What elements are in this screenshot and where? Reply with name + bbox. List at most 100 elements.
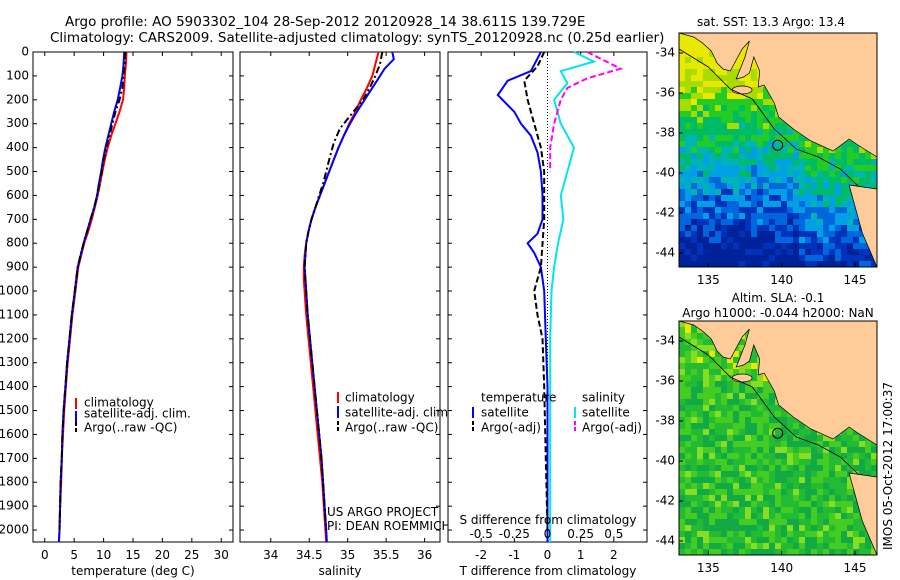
map-cell <box>691 189 697 195</box>
map-cell <box>739 237 745 243</box>
map-cell <box>805 171 811 177</box>
map-cell <box>757 99 763 105</box>
map-cell <box>697 57 703 63</box>
map-cell <box>859 519 865 525</box>
map-cell <box>781 453 787 459</box>
map-cell <box>823 177 829 183</box>
map-cell <box>781 417 787 423</box>
map-cell <box>685 519 691 525</box>
map-cell <box>811 507 817 513</box>
map-cell <box>679 159 685 165</box>
map-cell <box>757 447 763 453</box>
map-cell <box>697 423 703 429</box>
map-cell <box>769 465 775 471</box>
map-cell <box>865 537 871 543</box>
map-cell <box>793 501 799 507</box>
map-cell <box>733 483 739 489</box>
map-cell <box>751 69 757 75</box>
map-cell <box>685 129 691 135</box>
map-cell <box>775 243 781 249</box>
map-cell <box>703 123 709 129</box>
map-cell <box>787 219 793 225</box>
map-cell <box>691 477 697 483</box>
legend-title-salinity: salinity <box>582 391 625 405</box>
map-cell <box>703 159 709 165</box>
map-cell <box>859 465 865 471</box>
map-cell <box>823 207 829 213</box>
map-cell <box>727 387 733 393</box>
map-cell <box>715 141 721 147</box>
map-cell <box>685 75 691 81</box>
map-cell <box>805 543 811 549</box>
map-cell <box>835 549 841 555</box>
map-cell <box>793 243 799 249</box>
map-cell <box>721 501 727 507</box>
legend-title-temperature: temperature <box>481 391 556 405</box>
map-cell <box>799 441 805 447</box>
map-cell <box>685 465 691 471</box>
map-cell <box>679 183 685 189</box>
map-cell <box>847 189 853 195</box>
map-cell <box>721 411 727 417</box>
map-cell <box>769 183 775 189</box>
map-cell <box>685 321 691 327</box>
map-cell <box>721 183 727 189</box>
map-cell <box>679 237 685 243</box>
map-cell <box>847 153 853 159</box>
map-cell <box>805 255 811 261</box>
map-cell <box>769 153 775 159</box>
map-cell <box>751 423 757 429</box>
map-cell <box>685 135 691 141</box>
map-cell <box>715 207 721 213</box>
map-cell <box>769 261 775 267</box>
map-cell <box>691 123 697 129</box>
map-cell <box>697 93 703 99</box>
map-cell <box>763 393 769 399</box>
map-cell <box>751 411 757 417</box>
map-cell <box>691 135 697 141</box>
map-cell <box>733 189 739 195</box>
map-cell <box>721 507 727 513</box>
map-cell <box>841 225 847 231</box>
map-cell <box>835 495 841 501</box>
map-cell <box>679 171 685 177</box>
map-cell <box>727 201 733 207</box>
map-cell <box>787 519 793 525</box>
map-cell <box>733 81 739 87</box>
map-cell <box>733 549 739 555</box>
map-cell <box>829 525 835 531</box>
map-cell <box>805 501 811 507</box>
map-cell <box>697 435 703 441</box>
y-tick-label: 1500 <box>0 403 29 417</box>
map-cell <box>853 543 859 549</box>
map-cell <box>859 537 865 543</box>
map-cell <box>679 465 685 471</box>
map-cell <box>829 453 835 459</box>
map-cell <box>733 243 739 249</box>
map-cell <box>697 513 703 519</box>
map-cell <box>865 255 871 261</box>
y-tick-label: 1000 <box>0 284 29 298</box>
map-cell <box>703 51 709 57</box>
map-cell <box>817 441 823 447</box>
map-cell <box>739 381 745 387</box>
map-cell <box>859 543 865 549</box>
map-cell <box>691 411 697 417</box>
map-cell <box>811 231 817 237</box>
map-cell <box>715 489 721 495</box>
map-cell <box>697 327 703 333</box>
salinity-panel: 34 34.5 35 35.5 36 climatology satellite-adj… <box>239 51 452 578</box>
map-cell <box>823 225 829 231</box>
series-line-salinity-satellite <box>549 51 597 542</box>
map-cell <box>823 501 829 507</box>
map-cell <box>751 231 757 237</box>
map-cell <box>685 189 691 195</box>
map-cell <box>757 543 763 549</box>
y-tick-label: 1100 <box>0 307 29 321</box>
map-cell <box>763 447 769 453</box>
map-cell <box>733 393 739 399</box>
map-cell <box>697 183 703 189</box>
x-tick-label: 34 <box>263 548 278 562</box>
map-cell <box>715 105 721 111</box>
map-cell <box>691 225 697 231</box>
